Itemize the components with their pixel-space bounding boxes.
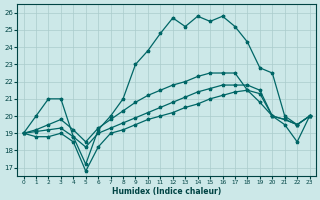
X-axis label: Humidex (Indice chaleur): Humidex (Indice chaleur): [112, 187, 221, 196]
